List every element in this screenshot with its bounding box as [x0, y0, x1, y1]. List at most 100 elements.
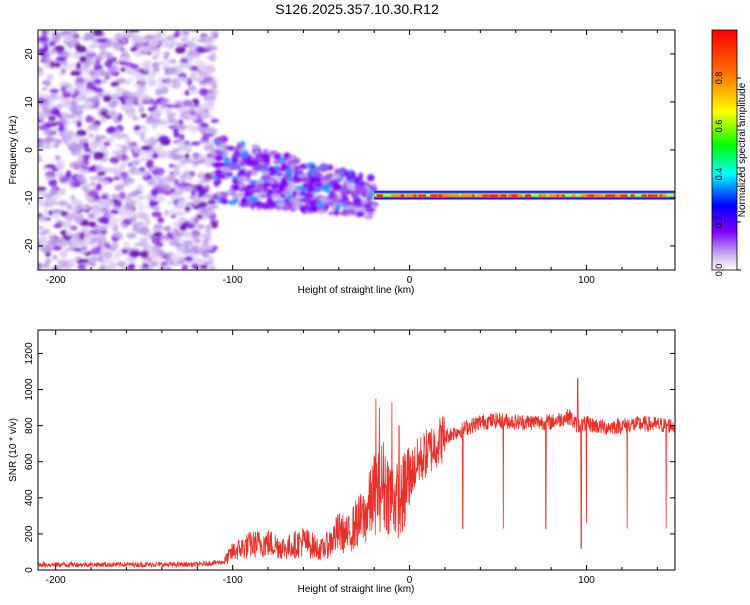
heat-cell	[57, 259, 68, 266]
heat-cell	[191, 230, 200, 238]
heat-cell	[70, 233, 81, 239]
heat-cell	[284, 202, 290, 208]
heat-cell	[124, 91, 134, 96]
heat-cell	[94, 87, 104, 93]
heat-cell	[71, 110, 83, 116]
heat-cell	[42, 137, 53, 144]
snr-xtick-label: -100	[223, 575, 243, 586]
heat-cell	[51, 208, 61, 214]
snr-ytick-label: 1200	[24, 342, 35, 365]
snr-xtick-label: 100	[578, 575, 595, 586]
heat-cell	[155, 255, 163, 263]
heat-cell	[118, 56, 129, 62]
heat-cell	[139, 213, 147, 220]
heat-cell	[98, 266, 106, 270]
heat-cell	[151, 211, 162, 218]
heat-cell	[145, 150, 154, 156]
heat-cell	[51, 212, 61, 220]
heat-cell	[288, 177, 294, 183]
heat-cell	[165, 107, 173, 115]
heat-cell	[124, 69, 135, 75]
heat-cell	[76, 129, 87, 137]
heat-cell	[64, 213, 75, 221]
heat-cell	[38, 225, 45, 230]
heat-cell	[93, 210, 103, 217]
heat-cell	[150, 245, 161, 252]
carrier-peak	[497, 194, 501, 197]
heat-cell	[223, 156, 231, 164]
heat-cell	[60, 60, 68, 66]
heat-cell	[178, 76, 185, 81]
figure-title: S126.2025.357.10.30.R12	[275, 1, 439, 17]
heat-cell	[38, 231, 47, 236]
heat-cell	[126, 178, 135, 185]
heat-cell	[113, 41, 121, 48]
heat-cell	[213, 193, 218, 198]
heat-cell	[140, 226, 150, 234]
heat-cell	[187, 85, 197, 91]
carrier-peak	[525, 194, 532, 197]
carrier-peak	[452, 194, 460, 197]
heat-cell	[43, 44, 49, 53]
heat-cell	[356, 177, 363, 182]
heat-cell	[65, 119, 71, 126]
heat-cell	[186, 40, 194, 48]
heat-cell	[156, 148, 166, 154]
heat-cell	[328, 195, 335, 201]
heat-cell	[162, 226, 171, 232]
heat-cell	[188, 56, 194, 63]
heat-cell	[225, 145, 235, 151]
heat-cell	[45, 244, 52, 252]
heat-cell	[353, 179, 361, 185]
heat-cell	[202, 240, 209, 249]
heat-cell	[249, 179, 254, 185]
heat-cell	[230, 156, 239, 164]
heat-cell	[292, 174, 298, 182]
heat-cell	[38, 118, 43, 124]
heat-cell	[65, 114, 76, 119]
carrier-peak	[430, 194, 438, 197]
heat-cell	[149, 199, 155, 208]
heat-cell	[125, 137, 131, 145]
heat-cell	[308, 179, 316, 186]
heat-cell	[49, 94, 57, 100]
carrier-peak	[550, 194, 557, 197]
heat-cell	[238, 182, 244, 189]
heat-cell	[120, 153, 128, 162]
heat-cell	[275, 172, 283, 177]
heat-cell	[110, 93, 121, 101]
heat-cell	[309, 168, 317, 173]
heat-cell	[331, 182, 340, 188]
heat-cell	[53, 108, 61, 117]
carrier-peak	[480, 194, 487, 197]
heat-cell	[121, 50, 129, 57]
heat-cell	[112, 231, 123, 239]
heat-cell	[55, 236, 64, 244]
heat-cell	[120, 171, 129, 177]
heat-cell	[80, 137, 90, 143]
snr-series-line	[38, 378, 675, 569]
heat-cell	[96, 240, 104, 247]
heat-cell	[248, 183, 257, 189]
heat-cell	[336, 195, 342, 200]
heat-cell	[174, 178, 180, 186]
carrier-line-band	[374, 194, 675, 197]
heat-cell	[210, 195, 220, 200]
heat-cell	[75, 77, 85, 83]
heat-cell	[317, 209, 326, 214]
heat-cell	[119, 191, 126, 200]
heat-cell	[235, 164, 240, 171]
heat-cell	[115, 154, 123, 160]
heat-cell	[273, 153, 281, 161]
heat-cell	[38, 197, 44, 203]
heat-cell	[43, 202, 51, 208]
heat-cell	[84, 183, 91, 190]
heat-cell	[176, 42, 183, 48]
heat-cell	[148, 137, 158, 145]
carrier-peak	[465, 194, 473, 197]
heat-cell	[321, 175, 332, 182]
heat-cell	[94, 134, 101, 143]
heat-cell	[70, 225, 78, 231]
heat-cell	[195, 196, 202, 204]
heat-cell	[181, 186, 188, 192]
